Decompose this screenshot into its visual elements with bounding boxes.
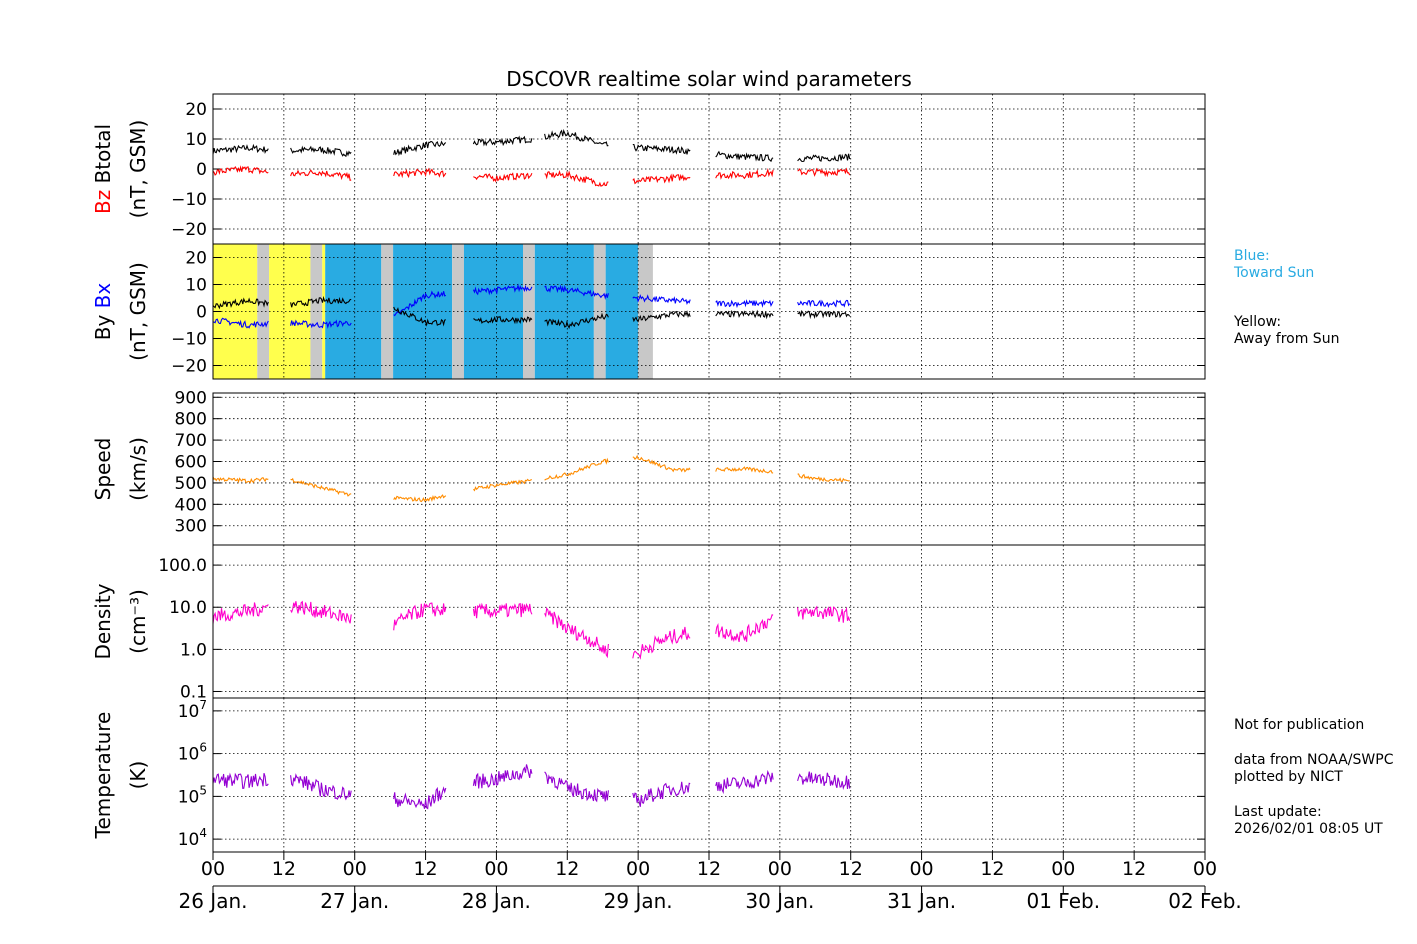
y-tick-label: 0 (196, 160, 207, 180)
series-by (212, 295, 851, 329)
not-for-publication: Not for publication (1234, 717, 1365, 733)
source-line-2: plotted by NICT (1234, 769, 1343, 785)
publication-note: Not for publication (1234, 717, 1364, 734)
last-update-label: Last update: (1234, 804, 1322, 820)
yellow-desc: Away from Sun (1234, 331, 1340, 347)
x-tick-label: 12 (1122, 858, 1146, 880)
x-tick-label: 00 (201, 858, 225, 880)
y-tick-label: 600 (175, 453, 207, 473)
plot-layer: 20 10 0 −10 −20 Bz Btotal (nT, GSM) 20 10 0 −10 −20… (91, 93, 1242, 913)
date-label: 27 Jan. (320, 889, 389, 913)
y-tick-label: 104 (178, 826, 207, 850)
y-tick-label: 10.0 (169, 598, 207, 618)
x-tick-label: 12 (839, 858, 863, 880)
series-bx (213, 283, 851, 329)
x-tick-label: 00 (484, 858, 508, 880)
series-speed (212, 454, 850, 503)
sector-band-gap (310, 244, 323, 379)
series-temperature (212, 764, 851, 810)
y-axis-label: By Bx (91, 283, 115, 341)
series-density (212, 600, 851, 660)
date-label: 28 Jan. (462, 889, 531, 913)
x-tick-label: 12 (272, 858, 296, 880)
blue-desc: Toward Sun (1234, 265, 1315, 281)
last-update-value: 2026/02/01 08:05 UT (1234, 821, 1383, 837)
x-tick-label: 00 (1193, 858, 1217, 880)
panel-magnetic_b: 20 10 0 −10 −20 Bz Btotal (nT, GSM) (91, 93, 1206, 245)
date-label: 01 Feb. (1026, 889, 1100, 913)
y-axis-unit: (km/s) (126, 437, 150, 501)
sector-band-away (322, 244, 326, 379)
x-tick-label: 00 (768, 858, 792, 880)
y-tick-label: 20 (185, 249, 207, 269)
sector-legend-yellow: Yellow: Away from Sun (1234, 314, 1339, 348)
y-tick-label: 800 (175, 410, 207, 430)
y-tick-label: 10 (185, 276, 207, 296)
y-tick-label: −20 (171, 357, 207, 377)
y-tick-label: 105 (178, 783, 207, 807)
series-bz (212, 165, 851, 187)
panel-magnetic_xy: 20 10 0 −10 −20 By Bx (nT, GSM) (91, 243, 1206, 380)
y-axis-unit: (K) (126, 761, 150, 790)
y-tick-label: 900 (175, 388, 207, 408)
x-tick-label: 12 (555, 858, 579, 880)
x-tick-label: 00 (909, 858, 933, 880)
y-tick-label: 300 (175, 517, 207, 537)
date-label: 29 Jan. (604, 889, 673, 913)
x-tick-label: 12 (413, 858, 437, 880)
y-tick-label: 107 (178, 698, 207, 722)
blue-label: Blue: (1234, 248, 1270, 264)
panel-density: 100.0 10.0 1.0 0.1 Density (cm⁻³) (91, 544, 1206, 702)
y-tick-label: −20 (171, 220, 207, 240)
sector-band-gap (523, 244, 535, 379)
x-tick-label: 00 (626, 858, 650, 880)
y-tick-label: 20 (185, 100, 207, 120)
y-axis-label: Bz Btotal (91, 124, 115, 214)
y-tick-label: 106 (178, 741, 207, 765)
y-tick-label: 10 (185, 130, 207, 150)
panel-temperature: 107 106 105 104 Temperature (K) (91, 697, 1206, 853)
x-axis: 00 12 00 12 00 12 00 12 00 12 00 12 00 12 00 26 Jan. 27 … (179, 852, 1242, 913)
y-tick-label: 1.0 (180, 640, 207, 660)
sector-band-toward (534, 244, 594, 379)
y-tick-label: 0.1 (180, 682, 207, 702)
last-update: Last update: 2026/02/01 08:05 UT (1234, 804, 1383, 838)
sector-band-gap (381, 244, 394, 379)
date-label: 26 Jan. (179, 889, 248, 913)
series-btotal (212, 128, 851, 163)
x-tick-label: 00 (343, 858, 367, 880)
source-line-1: data from NOAA/SWPC (1234, 752, 1394, 768)
date-label: 30 Jan. (745, 889, 814, 913)
date-label: 02 Feb. (1168, 889, 1242, 913)
y-tick-label: 0 (196, 303, 207, 323)
date-label: 31 Jan. (887, 889, 956, 913)
y-tick-label: 400 (175, 495, 207, 515)
x-tick-label: 12 (980, 858, 1004, 880)
y-axis-label: Density (91, 583, 115, 659)
y-axis-unit: (nT, GSM) (126, 120, 150, 219)
sector-band-gap (593, 244, 606, 379)
chart-title: DSCOVR realtime solar wind parameters (506, 67, 912, 91)
source-note: data from NOAA/SWPC plotted by NICT (1234, 752, 1393, 786)
y-axis-label: Speed (91, 438, 115, 501)
panel-frame (212, 243, 1206, 380)
x-tick-label: 00 (1051, 858, 1075, 880)
y-axis-label: Temperature (91, 712, 115, 840)
x-tick-label: 12 (697, 858, 721, 880)
y-axis-unit: (cm⁻³) (126, 589, 150, 654)
sector-legend-blue: Blue: Toward Sun (1234, 248, 1314, 282)
y-tick-label: 100.0 (158, 556, 207, 576)
y-axis-unit: (nT, GSM) (126, 262, 150, 361)
y-tick-label: 500 (175, 474, 207, 494)
y-tick-label: −10 (171, 330, 207, 350)
y-tick-label: −10 (171, 190, 207, 210)
sector-band-gap (257, 244, 270, 379)
y-tick-label: 700 (175, 431, 207, 451)
yellow-label: Yellow: (1234, 314, 1282, 330)
